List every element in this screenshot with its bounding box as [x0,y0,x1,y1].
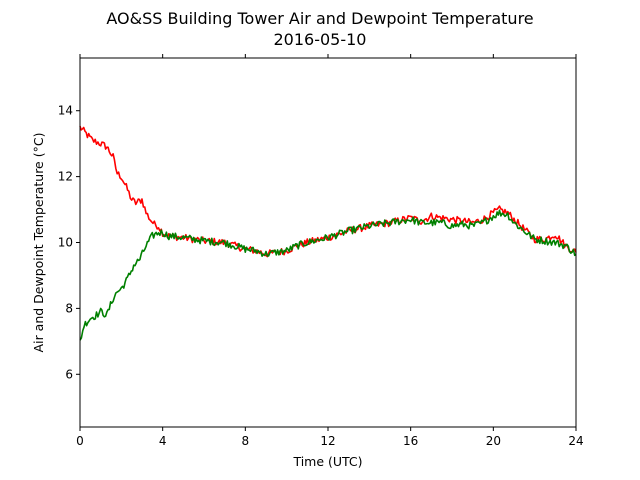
y-tick-label: 6 [65,367,73,381]
plot-area [80,58,576,427]
chart-subtitle: 2016-05-10 [274,30,367,49]
y-tick-label: 8 [65,301,73,315]
y-axis: 6 8 10 12 14 [58,104,80,381]
x-tick-label: 8 [242,434,250,448]
x-tick-label: 20 [486,434,501,448]
x-axis-label: Time (UTC) [292,454,362,469]
x-tick-label: 12 [320,434,335,448]
chart-title: AO&SS Building Tower Air and Dewpoint Te… [106,9,533,28]
series-line-2 [79,209,577,341]
y-tick-label: 14 [58,104,73,118]
x-tick-label: 0 [76,434,84,448]
x-tick-label: 16 [403,434,418,448]
x-tick-label: 24 [568,434,583,448]
x-tick-label: 4 [159,434,167,448]
x-axis: 0 4 8 12 16 20 24 [76,54,584,448]
y-tick-label: 12 [58,170,73,184]
y-axis-label: Air and Dewpoint Temperature (°C) [31,133,46,353]
series-group [79,125,577,341]
y-tick-label: 10 [58,236,73,250]
